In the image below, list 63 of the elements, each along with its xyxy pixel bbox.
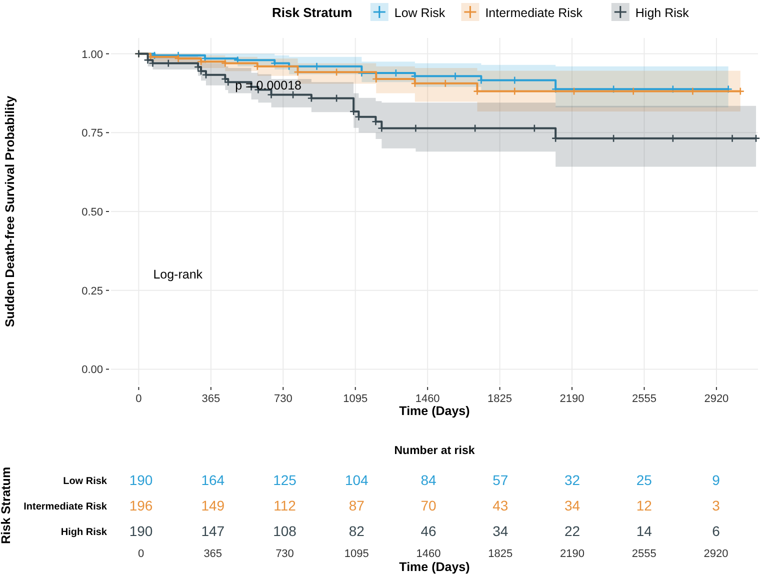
- data-label: 149: [201, 498, 225, 514]
- data-label: 34: [564, 498, 580, 514]
- x-tick-label: 1460: [416, 548, 441, 560]
- legend-label: Intermediate Risk: [485, 6, 584, 20]
- x-tick-label: 730: [274, 393, 292, 405]
- x-tick-label: 1460: [415, 393, 440, 405]
- x-tick-label: 365: [204, 548, 222, 560]
- data-label: 9: [712, 472, 720, 488]
- y-tick-label: 0.25: [82, 285, 103, 298]
- x-tick-label: 1095: [344, 548, 369, 560]
- data-label: 147: [201, 523, 225, 539]
- y-tick-label: 0.75: [82, 128, 103, 140]
- legend-label: High Risk: [635, 6, 690, 20]
- x-tick-label: 2920: [704, 548, 728, 560]
- data-label: 87: [348, 498, 365, 514]
- data-label: 112: [274, 498, 296, 514]
- data-label: 164: [201, 472, 225, 488]
- x-tick-label: 365: [202, 393, 220, 405]
- x-axis-title: Time (Days): [399, 560, 470, 574]
- x-tick-label: 2190: [560, 393, 584, 405]
- data-label: 57: [492, 472, 508, 488]
- annotation: Log-rank: [153, 268, 204, 282]
- x-tick-label: 1095: [343, 393, 368, 405]
- y-axis-title: Sudden Death-free Survival Probability: [3, 96, 17, 328]
- data-label: 25: [636, 472, 652, 488]
- data-label: 196: [129, 498, 153, 514]
- data-label: 108: [273, 523, 297, 539]
- data-label: 46: [420, 523, 436, 539]
- chart-title: Number at risk: [394, 445, 476, 457]
- data-label: 190: [129, 523, 153, 539]
- data-label: 190: [129, 472, 153, 488]
- data-label: 84: [420, 472, 436, 488]
- y-tick-label: Intermediate Risk: [24, 502, 108, 512]
- x-axis-title: Time (Days): [399, 404, 470, 418]
- data-label: 70: [420, 498, 436, 514]
- data-label: 125: [273, 472, 297, 488]
- data-label: 104: [344, 472, 369, 488]
- y-axis-title: Risk Stratum: [0, 466, 13, 544]
- data-label: 12: [636, 498, 652, 514]
- x-tick-label: 0: [136, 393, 142, 405]
- y-tick-label: 0.50: [82, 206, 103, 218]
- y-tick-label: High Risk: [60, 527, 108, 538]
- y-tick-label: Low Risk: [63, 476, 108, 487]
- data-label: 43: [492, 498, 508, 514]
- legend-title: Risk Stratum: [272, 5, 352, 20]
- x-tick-label: 0: [138, 548, 144, 560]
- x-tick-label: 730: [276, 548, 294, 560]
- data-label: 34: [492, 523, 508, 539]
- x-tick-label: 2920: [704, 393, 729, 405]
- data-label: 14: [636, 523, 652, 539]
- x-tick-label: 2555: [632, 393, 656, 405]
- data-label: 6: [712, 523, 720, 539]
- y-tick-label: 0.00: [82, 364, 103, 376]
- x-tick-label: 1825: [488, 548, 513, 560]
- x-tick-label: 2190: [560, 548, 584, 560]
- x-tick-label: 2555: [632, 548, 656, 560]
- data-label: 22: [564, 523, 580, 539]
- y-tick-label: 1.00: [82, 48, 103, 61]
- data-label: 3: [712, 498, 720, 514]
- x-tick-label: 1825: [488, 393, 512, 405]
- data-label: 32: [564, 472, 580, 488]
- data-label: 82: [348, 523, 365, 539]
- legend-label: Low Risk: [394, 6, 446, 20]
